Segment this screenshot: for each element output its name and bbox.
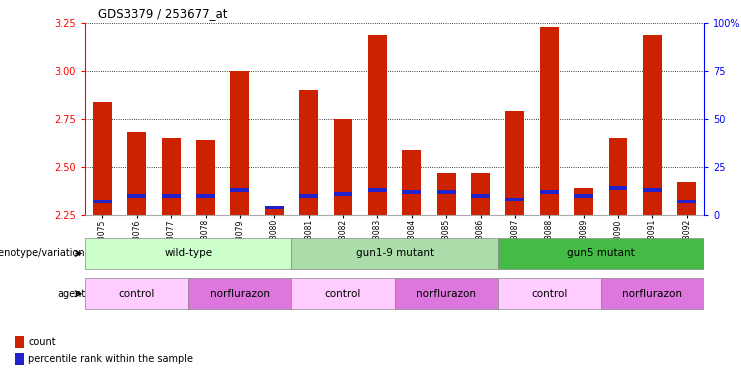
- Bar: [196, 194, 215, 197]
- Bar: [85, 278, 188, 310]
- Text: norflurazon: norflurazon: [622, 289, 682, 299]
- Bar: [162, 138, 181, 215]
- Bar: [402, 190, 421, 194]
- Bar: [127, 132, 146, 215]
- Bar: [188, 278, 291, 310]
- Text: GDS3379 / 253677_at: GDS3379 / 253677_at: [98, 7, 227, 20]
- Text: gun5 mutant: gun5 mutant: [567, 248, 635, 258]
- Text: norflurazon: norflurazon: [416, 289, 476, 299]
- Bar: [196, 140, 215, 215]
- Bar: [498, 238, 704, 269]
- Text: agent: agent: [57, 289, 85, 299]
- Bar: [368, 35, 387, 215]
- Bar: [85, 238, 291, 269]
- Bar: [333, 192, 353, 196]
- Bar: [333, 119, 353, 215]
- Bar: [93, 102, 112, 215]
- Bar: [471, 173, 490, 215]
- Text: wild-type: wild-type: [165, 248, 213, 258]
- Bar: [230, 71, 250, 215]
- Bar: [265, 206, 284, 209]
- Bar: [291, 238, 498, 269]
- Bar: [299, 194, 318, 197]
- Bar: [93, 200, 112, 204]
- Bar: [436, 173, 456, 215]
- Text: percentile rank within the sample: percentile rank within the sample: [28, 354, 193, 364]
- Bar: [574, 194, 593, 197]
- Text: count: count: [28, 337, 56, 347]
- Bar: [498, 278, 601, 310]
- Text: genotype/variation: genotype/variation: [0, 248, 85, 258]
- Bar: [643, 189, 662, 192]
- Bar: [643, 35, 662, 215]
- Bar: [127, 194, 146, 197]
- Bar: [677, 182, 697, 215]
- Bar: [299, 90, 318, 215]
- Text: gun1-9 mutant: gun1-9 mutant: [356, 248, 433, 258]
- Text: control: control: [325, 289, 361, 299]
- Bar: [291, 278, 394, 310]
- Bar: [677, 200, 697, 204]
- Text: norflurazon: norflurazon: [210, 289, 270, 299]
- Bar: [436, 190, 456, 194]
- Bar: [608, 187, 628, 190]
- Bar: [539, 190, 559, 194]
- Bar: [539, 27, 559, 215]
- Bar: [162, 194, 181, 197]
- Bar: [505, 111, 525, 215]
- Bar: [402, 150, 421, 215]
- Bar: [368, 189, 387, 192]
- Bar: [608, 138, 628, 215]
- Bar: [471, 194, 490, 197]
- Bar: [574, 188, 593, 215]
- Bar: [505, 198, 525, 202]
- Text: control: control: [119, 289, 155, 299]
- Text: control: control: [531, 289, 568, 299]
- Bar: [601, 278, 704, 310]
- Bar: [230, 189, 250, 192]
- Bar: [265, 207, 284, 215]
- Bar: [394, 278, 498, 310]
